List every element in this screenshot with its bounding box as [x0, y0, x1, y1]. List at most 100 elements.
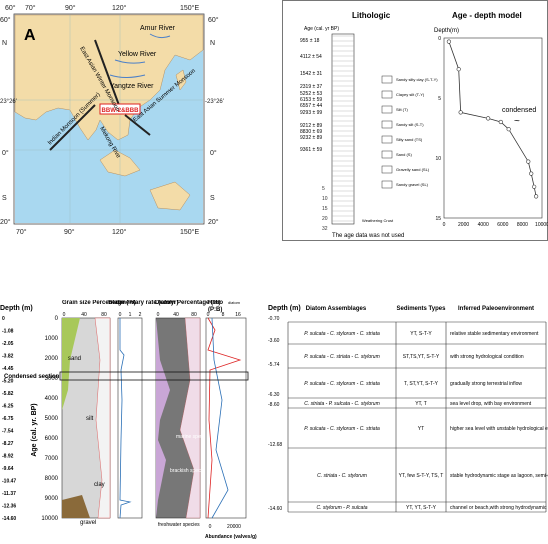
- litho-depth-tick: 15: [322, 206, 328, 212]
- core-site-box: [99, 103, 141, 115]
- agemodel-xtick: 4000: [478, 222, 489, 228]
- panel-tick: 80: [191, 312, 197, 318]
- sed-title: Sedimentary rate (cm/yr): [108, 300, 178, 306]
- table-env: higher sea level with unstable hydrologi…: [450, 426, 548, 432]
- litho-legend: Sandy silty clay (S-T-Y) Clayey silt (T-Y…: [381, 75, 438, 189]
- lat-tick: 20°: [208, 218, 219, 226]
- brackish-label: brackish species: [170, 468, 207, 474]
- table-env: gradually strong terrestrial inflow: [450, 381, 522, 387]
- diatom-table: Depth (m) Diatom Assemblages Sediments Typ…: [268, 305, 548, 513]
- lat-tick: N: [210, 40, 215, 47]
- lon-tick: 120°: [112, 228, 127, 236]
- sand-area: [62, 318, 80, 410]
- age-tick: 3000: [45, 376, 59, 382]
- table-assemblage: C. stylorum - P. sulcata: [316, 505, 367, 511]
- age-header: Age (cal. yr BP): [304, 26, 339, 32]
- legend-label: Clayey silt (T-Y): [396, 92, 425, 97]
- legend-swatch: [381, 165, 393, 174]
- age-tick: 1000: [45, 336, 59, 342]
- agemodel-axes: [443, 37, 543, 219]
- table-env: with strong hydrological condition: [450, 354, 524, 360]
- yellow-river-line: [114, 59, 146, 64]
- depth-tick: -6.25: [2, 404, 14, 410]
- agemodel-ticks: 0 2000 4000 6000 8000 10000 0 5 10 15: [435, 36, 548, 228]
- table-sediment: T, ST,YT, S-T-Y: [404, 381, 439, 387]
- age-tick: 9000: [45, 496, 59, 502]
- panel-tick: 2: [139, 312, 142, 318]
- lat-tick: N: [2, 40, 7, 47]
- gravel-area: [62, 495, 90, 518]
- litho-age: 1542 ± 31: [300, 71, 322, 77]
- ratio-line: [207, 317, 242, 519]
- litho-depth-tick: 10: [322, 196, 328, 202]
- core-site-label: BBW-2&BBB: [102, 108, 140, 114]
- table-env: channel or beach,with strong hydrodynami…: [450, 505, 547, 511]
- amur-river-line: [149, 33, 171, 39]
- diatom-ticks: 0 40 80: [157, 312, 197, 318]
- legend-label: Sandy silty clay (S-T-Y): [396, 77, 438, 82]
- depth-tick: -8.27: [2, 441, 14, 447]
- depth-tick: -2.05: [2, 341, 14, 347]
- ratio-ticks: 0 8 16 0 20000: [207, 312, 242, 530]
- lat-tick: 0°: [210, 149, 217, 157]
- depth-ticks: 0 -1.08 -2.05 -3.82 -4.45 -5.20 -5.82 -6.25 -6.7…: [2, 316, 16, 522]
- legend-swatch: [381, 150, 393, 159]
- litho-depth-tick: 5: [322, 186, 325, 192]
- depth-tick: -5.20: [2, 379, 14, 385]
- amur-label: Amur River: [140, 25, 176, 32]
- table-env: stable hydrodynamic stage as lagoon, sem…: [450, 473, 548, 479]
- lat-tick: S: [210, 195, 215, 202]
- litho-depth-tick: 20: [322, 216, 328, 222]
- grain-title: Grain size Percentage (%): [62, 300, 136, 306]
- legend-swatch: [381, 135, 393, 144]
- litho-age: 9361 ± 59: [300, 147, 322, 153]
- depth-tick: -6.75: [2, 416, 14, 422]
- strat-panel: Depth (m) 0 -1.08 -2.05 -3.82 -4.45 -5.20 -5.8…: [0, 300, 257, 540]
- litho-frame: [282, 0, 548, 241]
- legend-swatch: [381, 75, 393, 84]
- age-tick: 7000: [45, 456, 59, 462]
- table-env: relative stable sedimentary environment: [450, 331, 539, 337]
- table-header: Inferred Paleoenvironment: [458, 306, 534, 312]
- table-sediment: YT: [418, 426, 424, 432]
- panel-tick: 0: [63, 312, 66, 318]
- depth-tick: -12.36: [2, 504, 16, 510]
- lat-tick: S: [2, 195, 7, 202]
- table-header: Sediments Types: [397, 306, 447, 312]
- litho-age: 955 ± 18: [300, 38, 320, 44]
- litho-depth-tick: 32: [322, 226, 328, 232]
- agemodel-point: [446, 39, 451, 44]
- agemodel-point: [456, 67, 461, 72]
- age-tick: 5000: [45, 416, 59, 422]
- sed-ticks: 0 1 2: [119, 312, 142, 318]
- agemodel-point: [486, 116, 491, 121]
- legend-swatch: [381, 180, 393, 189]
- agemodel-point: [532, 184, 537, 189]
- agemodel-xtick: 8000: [517, 222, 528, 228]
- litho-age: 6557 ± 44: [300, 103, 322, 109]
- table-sediment: YT, few S-T-Y, TS, T: [399, 473, 444, 479]
- table-env: sea level drop, with bay environment: [450, 401, 532, 407]
- gravel-label: gravel: [80, 520, 96, 526]
- litho-age: 9232 ± 89: [300, 135, 322, 141]
- age-tick: 6000: [45, 436, 59, 442]
- lon-tick: 90°: [65, 4, 76, 12]
- legend-swatch: [381, 90, 393, 99]
- panel-tick: 0: [119, 312, 122, 318]
- agemodel-ylabel: Depth(m): [434, 28, 459, 34]
- condensed-label: condensed: [502, 107, 536, 114]
- lon-tick: 120°: [112, 4, 127, 12]
- litho-footnote: The age data was not used: [332, 233, 404, 239]
- litho-panel: Lithologic Age (cal. yr BP) 955 ± 18 4112…: [282, 0, 548, 241]
- panel-tick: 0: [157, 312, 160, 318]
- table-depth-mark: -6.30: [268, 392, 280, 398]
- depth-tick: -10.47: [2, 479, 16, 485]
- age-axis-label: Age (cal. yr. BP): [31, 403, 38, 456]
- yangtze-river-line: [109, 74, 146, 78]
- australia-land: [149, 181, 191, 211]
- agemodel-point: [458, 110, 463, 115]
- age-tick: 0: [55, 316, 59, 322]
- panel-label: A: [24, 27, 36, 44]
- litho-title: Lithologic: [352, 11, 391, 20]
- table-assemblage: P. sulcata - C. stylorum - C. striata: [304, 426, 380, 432]
